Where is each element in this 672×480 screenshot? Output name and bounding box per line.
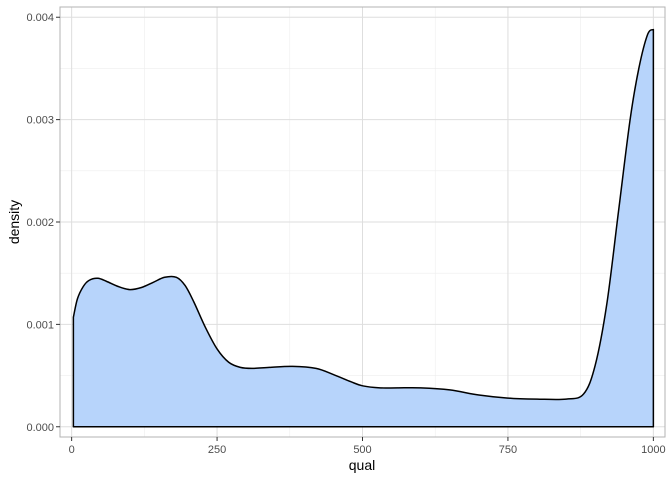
- x-tick-label: 500: [353, 444, 371, 456]
- x-axis-title: qual: [349, 457, 375, 473]
- density-area: [73, 29, 654, 427]
- y-tick-label: 0.001: [26, 319, 54, 331]
- x-tick-label: 0: [69, 444, 75, 456]
- x-tick-label: 1000: [641, 444, 665, 456]
- x-axis-ticks: 0 250 500 750 1000: [69, 437, 666, 456]
- x-tick-label: 250: [208, 444, 226, 456]
- y-axis-ticks: 0.000 0.001 0.002 0.003 0.004: [26, 12, 60, 434]
- density-curve: [72, 28, 655, 428]
- y-tick-label: 0.003: [26, 115, 54, 127]
- y-tick-label: 0.004: [26, 12, 54, 24]
- x-tick-label: 750: [499, 444, 517, 456]
- y-tick-label: 0.000: [26, 422, 54, 434]
- y-axis-title: density: [6, 200, 22, 244]
- y-tick-label: 0.002: [26, 217, 54, 229]
